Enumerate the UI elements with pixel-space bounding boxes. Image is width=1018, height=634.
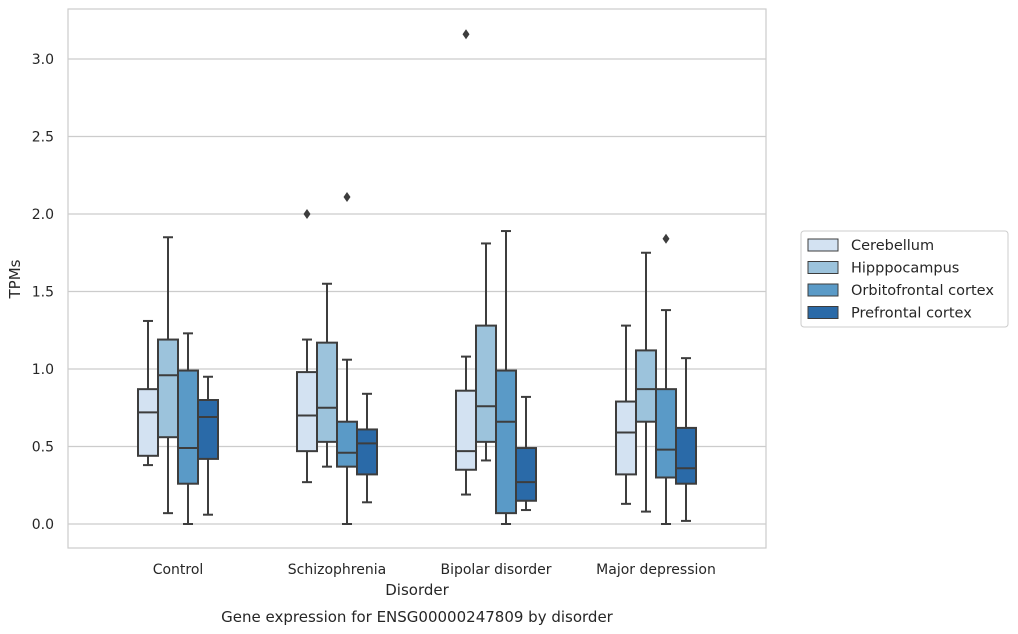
legend-swatch [807, 306, 839, 319]
x-tick-labels: Control Schizophrenia Bipolar disorder Majo… [153, 562, 716, 578]
x-tick-label: Control [153, 562, 204, 578]
legend-label: Cerebellum [851, 238, 934, 254]
box-iqr [296, 371, 318, 453]
box-prefrontal-cortex-3 [675, 357, 697, 522]
y-tick-label: 2.0 [32, 207, 54, 223]
box-cerebellum-1 [296, 209, 318, 484]
outlier-point [343, 191, 351, 202]
box-iqr [615, 400, 637, 476]
legend: Cerebellum Hipppocampus Orbitofrontal cort… [800, 230, 1009, 328]
box-prefrontal-cortex-0 [197, 375, 219, 516]
x-axis-title: Disorder [385, 581, 449, 599]
box-iqr [336, 420, 358, 468]
box-hipppocampus-2 [475, 242, 497, 462]
y-tick-label: 1.5 [32, 285, 54, 301]
box-hipppocampus-0 [157, 236, 179, 515]
y-axis-title: TPMs [6, 259, 24, 299]
box-iqr [655, 388, 677, 479]
chart-caption: Gene expression for ENSG00000247809 by d… [221, 608, 614, 626]
box-hipppocampus-3 [635, 251, 657, 513]
x-tick-label: Major depression [596, 562, 716, 578]
legend-label: Prefrontal cortex [851, 306, 972, 322]
y-tick-label: 0.5 [32, 440, 54, 456]
box-iqr [675, 426, 697, 485]
box-iqr [635, 349, 657, 423]
y-tick-label: 1.0 [32, 362, 54, 378]
y-tick-label: 0.0 [32, 517, 54, 533]
box-iqr [515, 447, 537, 502]
x-tick-label: Schizophrenia [288, 562, 386, 578]
outlier-point [303, 209, 311, 219]
box-iqr [356, 428, 378, 476]
y-tick-label: 2.5 [32, 130, 54, 146]
legend-frame [800, 230, 1009, 328]
outlier-point [662, 233, 670, 244]
legend-swatch [807, 283, 839, 297]
legend-swatch [807, 261, 839, 274]
box-iqr [475, 324, 497, 443]
box-iqr [197, 399, 219, 460]
box-iqr [177, 369, 199, 485]
box-iqr [316, 341, 338, 443]
box-orbitofrontal-cortex-3 [655, 233, 677, 525]
legend-label: Hipppocampus [851, 261, 959, 277]
y-tick-labels: 0.0 0.5 1.0 1.5 2.0 2.5 3.0 [32, 52, 54, 533]
box-iqr [455, 389, 477, 471]
box-orbitofrontal-cortex-0 [177, 332, 199, 525]
box-hipppocampus-1 [316, 282, 338, 468]
box-cerebellum-0 [137, 319, 159, 467]
box-cerebellum-2 [455, 29, 477, 496]
box-prefrontal-cortex-2 [515, 395, 537, 512]
plot-frame [67, 8, 767, 549]
outlier-point [462, 29, 470, 40]
box-prefrontal-cortex-1 [356, 392, 378, 504]
legend-label: Orbitofrontal cortex [851, 283, 994, 299]
y-tick-label: 3.0 [32, 52, 54, 68]
box-layer [137, 29, 697, 525]
box-orbitofrontal-cortex-2 [495, 230, 517, 525]
box-iqr [137, 388, 159, 457]
x-tick-label: Bipolar disorder [440, 562, 551, 578]
box-iqr [157, 338, 179, 439]
legend-swatch [807, 238, 839, 252]
box-orbitofrontal-cortex-1 [336, 191, 358, 525]
box-iqr [495, 369, 517, 515]
box-cerebellum-3 [615, 324, 637, 505]
